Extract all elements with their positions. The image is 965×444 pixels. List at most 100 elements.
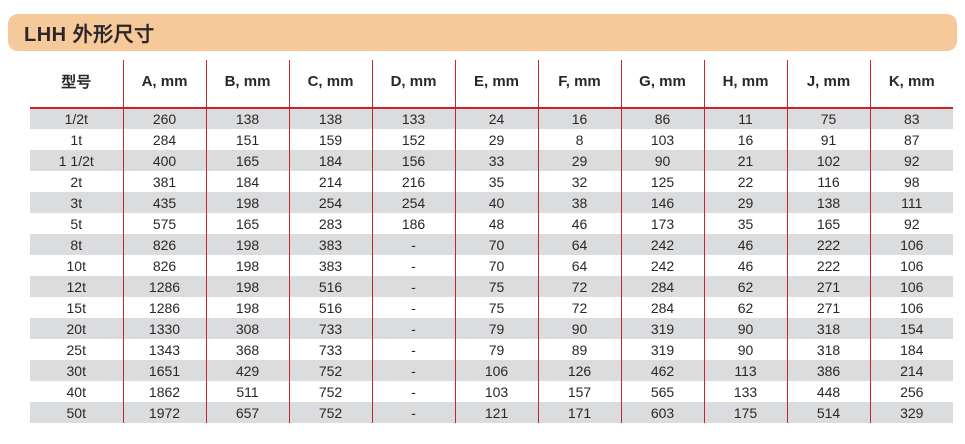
value-cell: 79 <box>454 339 538 360</box>
value-cell: 46 <box>703 255 787 276</box>
value-cell: 657 <box>205 402 289 423</box>
value-cell: 214 <box>869 360 953 381</box>
value-cell: 198 <box>205 192 289 213</box>
value-cell: 516 <box>288 276 372 297</box>
value-cell: 165 <box>205 150 289 171</box>
table-body: 1/2t 260 138 138 133 24 16 86 11 75 83 1t 284 151 159 1… <box>30 108 953 423</box>
value-cell: 24 <box>454 108 538 129</box>
value-cell: 138 <box>786 192 870 213</box>
value-cell: 516 <box>288 297 372 318</box>
value-cell: 29 <box>454 129 538 150</box>
value-cell: 75 <box>454 297 538 318</box>
value-cell: 86 <box>620 108 704 129</box>
value-cell: - <box>371 234 455 255</box>
table-row: 50t 1972 657 752-121 171 603 175 514 329 <box>30 402 953 423</box>
value-cell: - <box>371 255 455 276</box>
value-cell: 186 <box>371 213 455 234</box>
value-cell: 284 <box>620 297 704 318</box>
value-cell: 222 <box>786 234 870 255</box>
table-row: 8t 826 198 383-70 64 242 46 222 106 <box>30 234 953 255</box>
value-cell: 92 <box>869 150 953 171</box>
model-cell: 10t <box>66 257 86 274</box>
value-cell: 283 <box>288 213 372 234</box>
value-cell: 752 <box>288 402 372 423</box>
value-cell: 400 <box>122 150 206 171</box>
value-cell: 271 <box>786 297 870 318</box>
value-cell: 48 <box>454 213 538 234</box>
value-cell: 329 <box>869 402 953 423</box>
value-cell: 435 <box>122 192 206 213</box>
value-cell: 62 <box>703 297 787 318</box>
value-cell: 16 <box>703 129 787 150</box>
value-cell: 103 <box>620 129 704 150</box>
value-cell: 125 <box>620 171 704 192</box>
value-cell: 90 <box>620 150 704 171</box>
value-cell: 165 <box>786 213 870 234</box>
value-cell: 383 <box>288 255 372 276</box>
column-header: G, mm <box>620 60 704 109</box>
value-cell: 113 <box>703 360 787 381</box>
value-cell: 254 <box>371 192 455 213</box>
value-cell: 152 <box>371 129 455 150</box>
value-cell: 106 <box>869 297 953 318</box>
value-cell: 22 <box>703 171 787 192</box>
value-cell: 284 <box>620 276 704 297</box>
value-cell: 308 <box>205 318 289 339</box>
column-header: 型号 <box>30 60 123 109</box>
value-cell: 222 <box>786 255 870 276</box>
value-cell: 62 <box>703 276 787 297</box>
value-cell: 72 <box>537 297 621 318</box>
value-cell: 752 <box>288 360 372 381</box>
value-cell: 106 <box>869 234 953 255</box>
value-cell: 198 <box>205 234 289 255</box>
value-cell: 254 <box>288 192 372 213</box>
column-header: F, mm <box>537 60 621 109</box>
value-cell: 70 <box>454 234 538 255</box>
value-cell: 157 <box>537 381 621 402</box>
value-cell: 462 <box>620 360 704 381</box>
value-cell: 116 <box>786 171 870 192</box>
value-cell: 90 <box>703 318 787 339</box>
value-cell: 16 <box>537 108 621 129</box>
table-row: 40t 1862 511 752-103 157 565 133 448 256 <box>30 381 953 402</box>
value-cell: 11 <box>703 108 787 129</box>
table-header-row: 型号 A, mm B, mm C, mm D, mm E, mm F, mm G, mm H, … <box>30 60 953 109</box>
value-cell: 184 <box>288 150 372 171</box>
value-cell: 575 <box>122 213 206 234</box>
value-cell: - <box>371 339 455 360</box>
column-header: J, mm <box>786 60 870 109</box>
model-cell: 12t <box>66 278 86 295</box>
value-cell: 90 <box>537 318 621 339</box>
value-cell: 368 <box>205 339 289 360</box>
column-header: B, mm <box>205 60 289 109</box>
value-cell: 46 <box>537 213 621 234</box>
value-cell: 216 <box>371 171 455 192</box>
value-cell: 514 <box>786 402 870 423</box>
value-cell: 733 <box>288 339 372 360</box>
value-cell: 565 <box>620 381 704 402</box>
value-cell: 133 <box>371 108 455 129</box>
value-cell: 1972 <box>122 402 206 423</box>
value-cell: 1862 <box>122 381 206 402</box>
value-cell: 429 <box>205 360 289 381</box>
value-cell: 133 <box>703 381 787 402</box>
column-header: C, mm <box>288 60 372 109</box>
model-cell: 1/2t <box>64 111 88 127</box>
value-cell: 256 <box>869 381 953 402</box>
value-cell: 318 <box>786 339 870 360</box>
value-cell: 29 <box>537 150 621 171</box>
value-cell: 75 <box>454 276 538 297</box>
value-cell: 386 <box>786 360 870 381</box>
value-cell: 198 <box>205 297 289 318</box>
value-cell: 198 <box>205 276 289 297</box>
value-cell: 156 <box>371 150 455 171</box>
value-cell: 171 <box>537 402 621 423</box>
value-cell: 138 <box>288 108 372 129</box>
value-cell: 92 <box>869 213 953 234</box>
value-cell: 271 <box>786 276 870 297</box>
table-row: 25t 1343 368 733-79 89 319 90 318 184 <box>30 339 953 360</box>
value-cell: 1343 <box>122 339 206 360</box>
value-cell: 138 <box>205 108 289 129</box>
value-cell: 89 <box>537 339 621 360</box>
model-cell: 8t <box>70 236 83 253</box>
